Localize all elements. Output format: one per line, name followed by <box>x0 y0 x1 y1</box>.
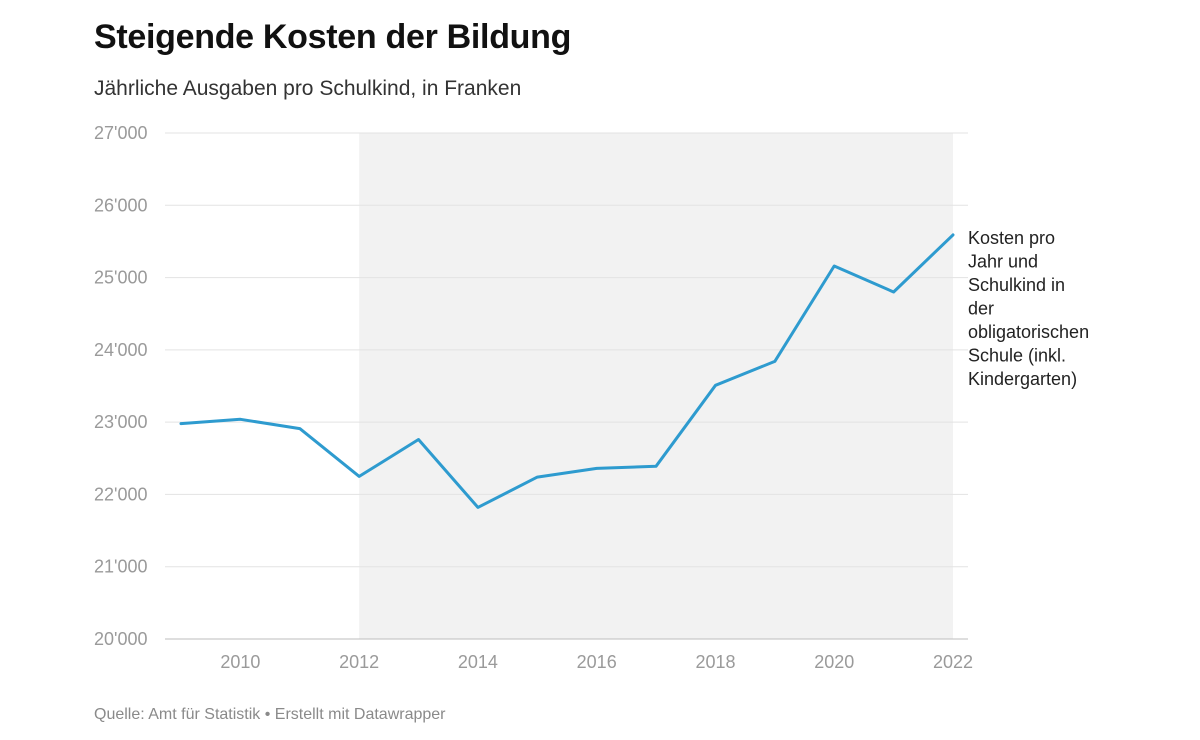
series-label-line: Kindergarten) <box>968 369 1077 389</box>
x-axis-ticks: 2010 2012 2014 2016 2018 2020 2022 <box>220 652 973 672</box>
highlight-band-layer <box>359 133 954 639</box>
x-tick-label: 2016 <box>577 652 617 672</box>
x-tick-label: 2020 <box>814 652 854 672</box>
series-label-line: Schulkind in <box>968 275 1065 295</box>
y-tick-label: 20'000 <box>94 629 148 649</box>
series-line <box>179 233 955 509</box>
chart-subtitle: Jährliche Ausgaben pro Schulkind, in Fra… <box>94 77 522 100</box>
y-tick-label: 27'000 <box>94 123 148 143</box>
series-label-line: der <box>968 299 994 319</box>
y-tick-label: 25'000 <box>94 268 148 288</box>
gridlines <box>165 132 968 640</box>
source-note: Quelle: Amt für Statistik • Erstellt mit… <box>94 706 446 723</box>
y-tick-label: 24'000 <box>94 340 148 360</box>
y-axis-ticks: 20'000 21'000 22'000 23'000 24'000 25'000 26'0… <box>94 123 148 649</box>
series-label-line: Kosten pro <box>968 228 1055 248</box>
series-label: Kosten pro Jahr und Schulkind in der obligat… <box>968 228 1089 389</box>
series-label-line: Jahr und <box>968 252 1038 272</box>
x-tick-label: 2014 <box>458 652 498 672</box>
series-label-line: Schule (inkl. <box>968 346 1066 366</box>
x-tick-label: 2022 <box>933 652 973 672</box>
y-tick-label: 21'000 <box>94 557 148 577</box>
x-tick-label: 2012 <box>339 652 379 672</box>
chart-title: Steigende Kosten der Bildung <box>94 18 572 56</box>
y-tick-label: 23'000 <box>94 412 148 432</box>
y-tick-label: 26'000 <box>94 195 148 215</box>
x-tick-label: 2018 <box>695 652 735 672</box>
highlight-band <box>359 133 954 639</box>
x-tick-label: 2010 <box>220 652 260 672</box>
series-lines <box>179 233 955 509</box>
series-label-line: obligatorischen <box>968 322 1089 342</box>
y-tick-label: 22'000 <box>94 484 148 504</box>
